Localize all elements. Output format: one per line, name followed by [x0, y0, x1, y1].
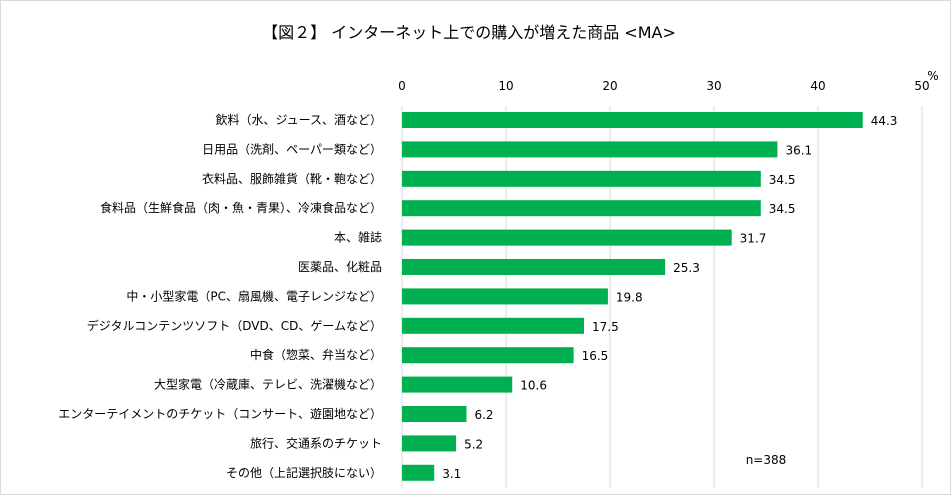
- category-label: 中・小型家電（PC、扇風機、電子レンジなど）: [126, 288, 382, 303]
- unit-label: %: [927, 69, 938, 83]
- x-tick-label: 40: [810, 79, 825, 93]
- value-labels: 44.3 36.1 34.5 34.5 31.7 25.3 19.8 17.5 16.5 10.6…: [442, 114, 897, 481]
- bar: [402, 317, 584, 334]
- bar: [402, 200, 761, 217]
- value-label: 17.5: [592, 320, 619, 334]
- value-label: 6.2: [474, 408, 493, 422]
- category-label: 大型家電（冷蔵庫、テレビ、洗濯機など）: [154, 377, 382, 392]
- category-label: その他（上記選択肢にない）: [226, 465, 382, 480]
- bar: [402, 435, 457, 452]
- bar: [402, 406, 467, 422]
- x-tick-label: 10: [498, 79, 513, 93]
- value-label: 31.7: [740, 232, 767, 246]
- x-tick-label: 0: [398, 79, 406, 93]
- bar: [402, 112, 863, 128]
- bar: [402, 464, 435, 481]
- category-label: 本、雑誌: [334, 230, 382, 245]
- x-tick-label: 50: [914, 79, 929, 93]
- value-label: 34.5: [769, 173, 796, 187]
- sample-size-note: n=388: [746, 453, 787, 467]
- category-label: デジタルコンテンツソフト（DVD、CD、ゲームなど）: [87, 318, 382, 333]
- bar: [402, 376, 513, 393]
- bar: [402, 170, 761, 187]
- x-tick-label: 20: [602, 79, 617, 93]
- bar: [402, 288, 608, 305]
- category-label: 旅行、交通系のチケット: [250, 435, 382, 450]
- bar: [402, 347, 574, 364]
- value-label: 16.5: [582, 349, 609, 363]
- value-label: 44.3: [871, 114, 898, 128]
- value-label: 3.1: [442, 467, 461, 481]
- bar: [402, 259, 666, 275]
- value-label: 36.1: [785, 143, 812, 157]
- category-label: 衣料品、服飾雑貨（靴・鞄など）: [202, 171, 382, 186]
- category-label: 日用品（洗剤、ペーパー類など）: [202, 141, 382, 156]
- category-label: エンターテイメントのチケット（コンサート、遊園地など）: [58, 406, 382, 421]
- category-labels: 飲料（水、ジュース、酒など） 日用品（洗剤、ペーパー類など） 衣料品、服飾雑貨（靴・…: [58, 112, 382, 480]
- category-label: 中食（惣菜、弁当など）: [250, 347, 382, 362]
- category-label: 食料品（生鮮食品（肉・魚・青果）、冷凍食品など）: [100, 200, 382, 215]
- x-tick-label: 30: [706, 79, 721, 93]
- value-label: 19.8: [616, 290, 643, 304]
- bars: [402, 112, 863, 481]
- value-label: 5.2: [464, 437, 483, 451]
- category-label: 医薬品、化粧品: [298, 260, 382, 274]
- value-label: 25.3: [673, 261, 700, 275]
- category-label: 飲料（水、ジュース、酒など）: [215, 112, 382, 127]
- bar: [402, 229, 732, 246]
- value-label: 34.5: [769, 202, 796, 216]
- x-axis-ticks: 0 10 20 30 40 50: [398, 79, 929, 93]
- chart-title: 【図２】 インターネット上での購入が増えた商品 <MA>: [262, 23, 676, 42]
- value-label: 10.6: [520, 379, 547, 393]
- bar: [402, 141, 778, 158]
- gridlines: [401, 106, 923, 488]
